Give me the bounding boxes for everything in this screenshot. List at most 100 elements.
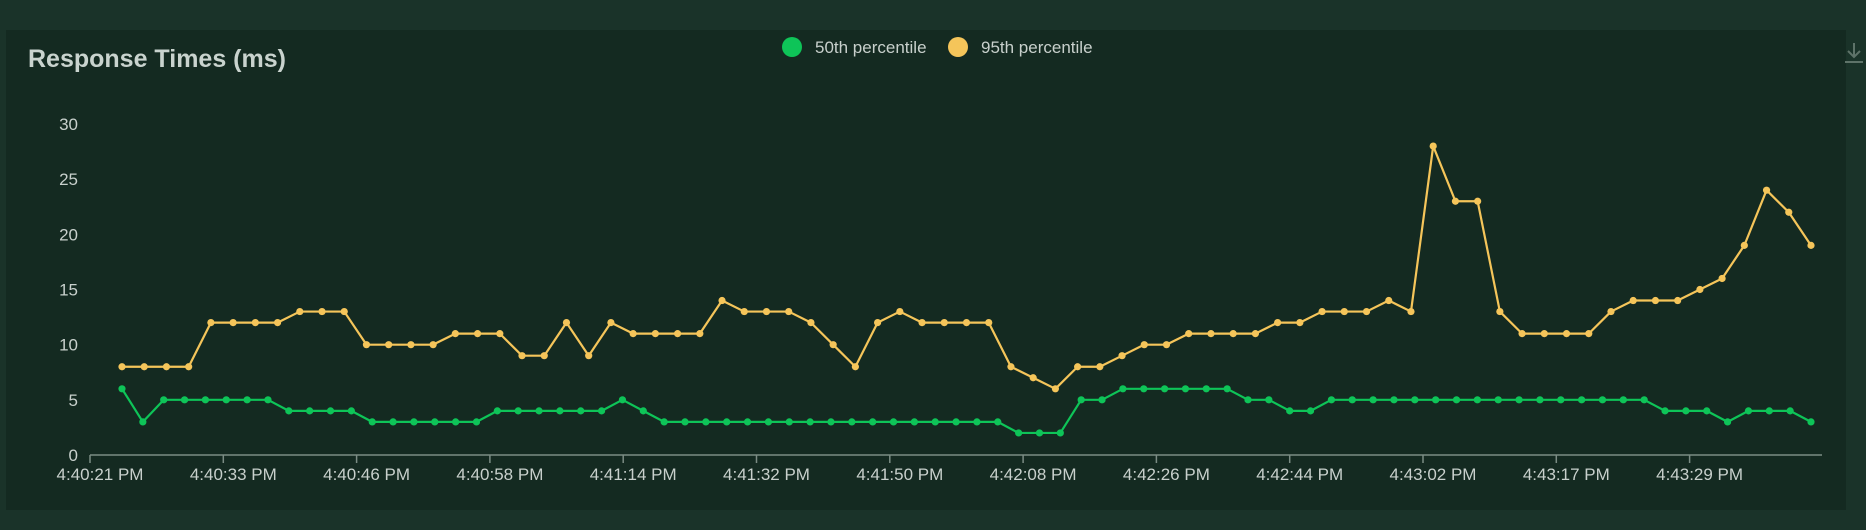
- data-point[interactable]: [1077, 396, 1085, 404]
- data-point[interactable]: [985, 319, 993, 327]
- data-point[interactable]: [1762, 186, 1771, 194]
- data-point[interactable]: [660, 418, 668, 426]
- data-point[interactable]: [407, 341, 415, 349]
- data-point[interactable]: [431, 418, 439, 426]
- data-point[interactable]: [264, 396, 272, 404]
- download-icon[interactable]: [1842, 40, 1866, 66]
- data-point[interactable]: [806, 418, 814, 426]
- data-point[interactable]: [910, 418, 918, 426]
- data-point[interactable]: [696, 330, 704, 338]
- data-point[interactable]: [429, 341, 437, 349]
- data-point[interactable]: [1265, 396, 1273, 404]
- data-point[interactable]: [807, 319, 815, 327]
- data-point[interactable]: [1696, 285, 1704, 294]
- data-point[interactable]: [518, 352, 526, 360]
- data-point[interactable]: [229, 319, 237, 327]
- data-point[interactable]: [1411, 396, 1419, 404]
- data-point[interactable]: [651, 330, 659, 338]
- data-point[interactable]: [1598, 396, 1607, 404]
- data-point[interactable]: [577, 407, 585, 415]
- data-point[interactable]: [1385, 296, 1393, 305]
- data-point[interactable]: [1348, 396, 1356, 404]
- data-point[interactable]: [1496, 307, 1504, 316]
- data-point[interactable]: [1035, 429, 1044, 437]
- data-point[interactable]: [1619, 396, 1627, 404]
- data-point[interactable]: [1432, 396, 1440, 404]
- data-point[interactable]: [473, 330, 482, 338]
- data-point[interactable]: [1096, 363, 1104, 371]
- data-point[interactable]: [1140, 385, 1148, 393]
- data-point[interactable]: [585, 352, 593, 360]
- data-point[interactable]: [1607, 307, 1615, 316]
- data-point[interactable]: [1557, 396, 1565, 404]
- data-point[interactable]: [139, 418, 147, 426]
- data-point[interactable]: [1640, 396, 1648, 404]
- data-point[interactable]: [1296, 319, 1304, 327]
- data-point[interactable]: [1494, 396, 1502, 404]
- data-point[interactable]: [1451, 197, 1460, 205]
- data-point[interactable]: [723, 418, 731, 426]
- data-point[interactable]: [1407, 307, 1415, 316]
- data-point[interactable]: [1765, 407, 1773, 415]
- data-point[interactable]: [514, 407, 522, 415]
- data-point[interactable]: [118, 363, 126, 371]
- data-point[interactable]: [1661, 407, 1669, 415]
- data-point[interactable]: [1244, 396, 1252, 404]
- data-point[interactable]: [207, 319, 215, 327]
- data-point[interactable]: [118, 385, 126, 393]
- data-point[interactable]: [201, 396, 210, 404]
- data-point[interactable]: [931, 418, 939, 426]
- data-point[interactable]: [185, 363, 193, 371]
- data-point[interactable]: [1162, 341, 1171, 349]
- data-point[interactable]: [162, 363, 171, 371]
- data-point[interactable]: [535, 407, 543, 415]
- data-point[interactable]: [743, 418, 752, 426]
- data-point[interactable]: [785, 307, 793, 316]
- data-point[interactable]: [496, 330, 504, 338]
- data-point[interactable]: [1452, 396, 1461, 404]
- data-point[interactable]: [306, 407, 314, 415]
- data-point[interactable]: [1515, 396, 1523, 404]
- legend-marker[interactable]: [782, 37, 802, 57]
- data-point[interactable]: [1518, 330, 1526, 338]
- data-point[interactable]: [940, 319, 948, 327]
- data-point[interactable]: [1429, 142, 1437, 150]
- legend-marker[interactable]: [948, 37, 968, 57]
- legend-label[interactable]: 95th percentile: [981, 38, 1093, 57]
- data-point[interactable]: [1474, 197, 1482, 205]
- data-point[interactable]: [607, 319, 615, 327]
- data-point[interactable]: [1578, 396, 1586, 404]
- data-point[interactable]: [1362, 307, 1371, 316]
- data-point[interactable]: [1562, 330, 1571, 338]
- data-point[interactable]: [1473, 396, 1481, 404]
- data-point[interactable]: [1585, 330, 1593, 338]
- data-point[interactable]: [718, 296, 726, 305]
- data-point[interactable]: [1629, 296, 1637, 305]
- data-point[interactable]: [1007, 363, 1015, 371]
- data-point[interactable]: [1181, 385, 1190, 393]
- data-point[interactable]: [1274, 319, 1282, 327]
- data-point[interactable]: [848, 418, 856, 426]
- data-point[interactable]: [1369, 396, 1377, 404]
- data-point[interactable]: [1340, 307, 1348, 316]
- data-point[interactable]: [673, 330, 682, 338]
- data-point[interactable]: [1160, 385, 1169, 393]
- data-point[interactable]: [702, 418, 710, 426]
- data-point[interactable]: [1015, 429, 1023, 437]
- data-point[interactable]: [1327, 396, 1336, 404]
- data-point[interactable]: [410, 418, 418, 426]
- data-point[interactable]: [1029, 374, 1037, 382]
- data-point[interactable]: [1229, 330, 1237, 338]
- data-point[interactable]: [973, 418, 981, 426]
- data-point[interactable]: [597, 407, 606, 415]
- data-point[interactable]: [1723, 418, 1732, 426]
- data-point[interactable]: [1540, 330, 1548, 338]
- data-point[interactable]: [618, 396, 627, 404]
- data-point[interactable]: [1674, 296, 1682, 305]
- data-point[interactable]: [896, 307, 904, 316]
- data-point[interactable]: [1306, 407, 1315, 415]
- data-point[interactable]: [1786, 407, 1794, 415]
- data-point[interactable]: [340, 307, 348, 316]
- data-point[interactable]: [140, 363, 148, 371]
- data-point[interactable]: [1119, 385, 1127, 393]
